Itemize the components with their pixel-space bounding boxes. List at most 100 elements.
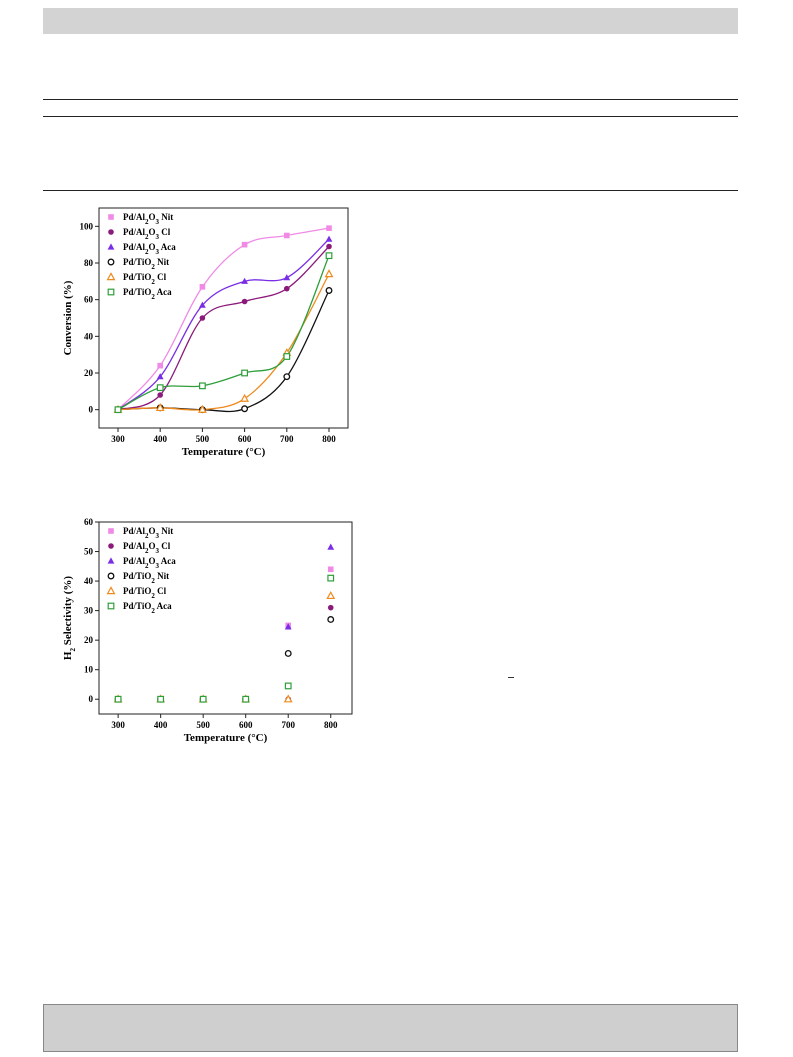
data-point-pd-tio2-aca xyxy=(283,353,291,360)
rule-top-2 xyxy=(43,116,738,117)
y-tick-label: 40 xyxy=(84,331,94,341)
x-tick-label: 700 xyxy=(280,434,294,444)
y-tick-label: 100 xyxy=(80,221,94,231)
fit-curve-pd-tio2-nit xyxy=(117,290,330,413)
y-axis-label: Conversion (%) xyxy=(62,280,74,355)
data-point-pd-tio2-nit xyxy=(284,649,292,657)
x-tick-label: 800 xyxy=(324,720,338,730)
legend-marker-pd-tio2-aca xyxy=(107,288,115,296)
plot-frame xyxy=(98,521,353,715)
h2-selectivity-chart: 300 400 500 600 700 800 0 10 20 30 40 50 60 Temperatu… xyxy=(62,517,353,744)
data-point-pd-tio2-aca xyxy=(114,406,122,414)
x-tick-label: 400 xyxy=(154,720,168,730)
page-header-bar xyxy=(43,8,738,34)
data-point-pd-al2o3-aca xyxy=(156,373,164,380)
data-point-pd-tio2-aca xyxy=(156,384,164,392)
x-tick-label: 800 xyxy=(322,434,336,444)
legend-label: Pd/Al2O3 Nit xyxy=(123,526,173,540)
legend-marker-pd-al2o3-aca xyxy=(107,557,115,564)
plot-frame xyxy=(98,207,349,429)
data-point-pd-tio2-aca xyxy=(284,682,292,690)
x-tick-label: 700 xyxy=(281,720,295,730)
rule-bottom xyxy=(43,190,738,191)
data-point-pd-tio2-aca xyxy=(199,695,207,703)
legend-label: Pd/TiO2 Cl xyxy=(123,586,167,600)
stray-dash xyxy=(508,677,514,678)
y-tick-label: 0 xyxy=(89,405,94,415)
legend-label: Pd/TiO2 Aca xyxy=(123,287,172,301)
data-point-pd-tio2-cl xyxy=(326,590,336,600)
data-point-pd-tio2-nit xyxy=(241,405,249,413)
data-point-pd-tio2-cl xyxy=(240,393,250,402)
rule-top-1 xyxy=(43,99,738,100)
x-tick-label: 400 xyxy=(153,434,167,444)
legend-label: Pd/TiO2 Nit xyxy=(123,257,169,271)
legend-label: Pd/TiO2 Cl xyxy=(123,272,167,286)
legend-marker-pd-al2o3-nit xyxy=(108,528,114,534)
data-point-pd-tio2-cl xyxy=(324,269,334,278)
y-tick-label: 60 xyxy=(84,295,94,305)
data-point-pd-al2o3-cl xyxy=(157,392,163,398)
legend-label: Pd/Al2O3 Aca xyxy=(123,242,176,256)
data-point-pd-tio2-nit xyxy=(327,616,335,623)
legend-marker-pd-tio2-aca xyxy=(107,602,115,610)
data-point-pd-al2o3-aca xyxy=(283,274,291,281)
data-point-pd-al2o3-aca xyxy=(327,543,335,550)
x-tick-label: 300 xyxy=(111,434,125,444)
x-tick-label: 500 xyxy=(196,720,210,730)
y-tick-label: 80 xyxy=(84,258,94,268)
data-point-pd-tio2-cl xyxy=(283,694,293,703)
data-point-pd-tio2-aca xyxy=(114,695,122,703)
data-point-pd-al2o3-cl xyxy=(241,298,248,305)
data-point-pd-tio2-aca xyxy=(198,382,206,390)
legend-label: Pd/TiO2 Aca xyxy=(123,601,172,615)
data-point-pd-al2o3-cl xyxy=(199,315,206,321)
legend-marker-pd-tio2-nit xyxy=(107,572,115,580)
legend-marker-pd-al2o3-cl xyxy=(108,229,114,235)
data-point-pd-tio2-cl xyxy=(197,404,207,413)
data-point-pd-tio2-aca xyxy=(325,252,333,260)
page-footer-bar xyxy=(43,1004,738,1052)
data-point-pd-al2o3-aca xyxy=(198,301,206,308)
x-tick-label: 300 xyxy=(111,720,125,730)
data-point-pd-al2o3-nit xyxy=(241,241,248,248)
y-tick-label: 20 xyxy=(84,635,94,645)
data-point-pd-al2o3-nit xyxy=(326,225,332,231)
legend-marker-pd-al2o3-aca xyxy=(107,243,115,250)
x-axis-label: Temperature (°C) xyxy=(182,446,266,458)
y-tick-label: 10 xyxy=(84,665,94,675)
fit-curve-pd-al2o3-nit xyxy=(117,227,330,411)
data-point-pd-al2o3-cl xyxy=(284,285,290,292)
y-axis-label: H2 Selectivity (%) xyxy=(62,576,77,660)
data-point-pd-al2o3-cl xyxy=(326,243,332,250)
legend-marker-pd-al2o3-cl xyxy=(108,543,114,549)
y-tick-label: 0 xyxy=(89,694,94,704)
legend-label: Pd/Al2O3 Cl xyxy=(123,541,171,555)
data-point-pd-tio2-nit xyxy=(325,287,333,294)
x-axis-label: Temperature (°C) xyxy=(184,732,268,744)
data-point-pd-tio2-aca xyxy=(327,574,335,582)
x-tick-label: 600 xyxy=(239,720,253,730)
data-point-pd-tio2-aca xyxy=(242,695,250,703)
data-point-pd-al2o3-nit xyxy=(199,284,206,290)
data-point-pd-tio2-aca xyxy=(241,369,249,377)
data-point-pd-al2o3-nit xyxy=(284,232,290,239)
x-tick-label: 600 xyxy=(238,434,252,444)
legend-label: Pd/TiO2 Nit xyxy=(123,571,169,585)
data-point-pd-al2o3-nit xyxy=(327,566,334,573)
y-tick-label: 60 xyxy=(84,517,94,527)
data-point-pd-tio2-aca xyxy=(157,695,165,703)
data-point-pd-al2o3-aca xyxy=(241,277,249,284)
legend-marker-pd-tio2-nit xyxy=(107,258,115,266)
y-tick-label: 50 xyxy=(84,547,94,557)
data-point-pd-tio2-nit xyxy=(283,373,291,381)
legend-label: Pd/Al2O3 Nit xyxy=(123,212,173,226)
conversion-chart: 300 400 500 600 700 800 0 20 40 60 80 100 Temperatur… xyxy=(62,207,349,458)
legend-marker-pd-tio2-cl xyxy=(106,586,116,595)
data-point-pd-tio2-cl xyxy=(155,402,165,412)
data-point-pd-al2o3-cl xyxy=(327,604,334,611)
data-point-pd-al2o3-aca xyxy=(284,623,292,630)
data-point-pd-al2o3-nit xyxy=(157,362,163,369)
legend-label: Pd/Al2O3 Aca xyxy=(123,556,176,570)
legend-marker-pd-al2o3-nit xyxy=(108,214,114,220)
